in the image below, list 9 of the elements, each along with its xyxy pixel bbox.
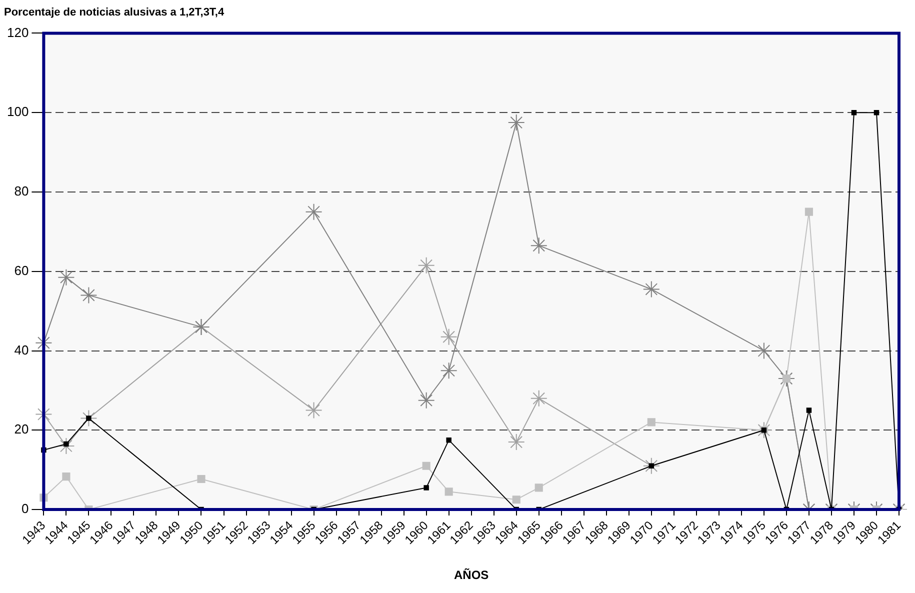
y-tick-label: 120 — [6, 24, 29, 40]
chart-title: Porcentaje de noticias alusivas a 1,2T,3T,4 — [4, 6, 225, 19]
x-axis-title: AÑOS — [454, 568, 489, 582]
y-tick-label: 60 — [14, 262, 29, 278]
y-tick-label: 0 — [21, 501, 29, 516]
y-tick-label: 80 — [14, 184, 29, 199]
y-tick-label: 20 — [14, 422, 29, 437]
y-tick-label: 100 — [6, 104, 29, 120]
y-tick-label: 40 — [14, 342, 29, 358]
